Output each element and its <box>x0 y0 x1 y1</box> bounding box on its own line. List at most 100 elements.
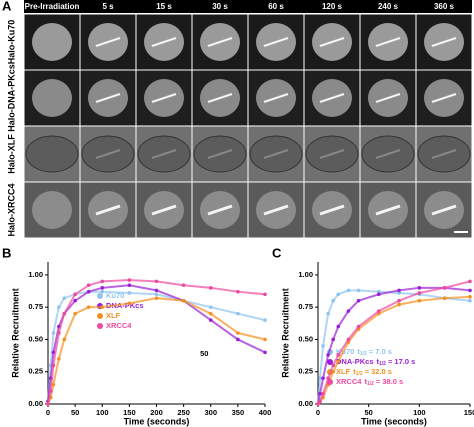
data-point <box>208 318 213 322</box>
data-point <box>62 311 67 316</box>
data-point <box>316 402 320 406</box>
y-tick-label: 1.00 <box>28 270 43 279</box>
data-point <box>417 298 422 303</box>
legend-marker <box>97 313 103 319</box>
legend-label: XLF t1/2 = 32.0 s <box>336 367 392 377</box>
data-point <box>397 291 401 295</box>
x-tick-label: 0 <box>316 408 320 417</box>
data-point <box>127 278 132 282</box>
y-tick-label: 0.00 <box>28 399 43 408</box>
data-point <box>46 402 50 406</box>
damage-stripe <box>95 149 121 159</box>
half-time-symbol: t <box>364 377 367 386</box>
damage-stripe <box>431 149 457 159</box>
data-point <box>331 363 336 368</box>
damage-stripe <box>263 37 289 47</box>
data-point <box>468 279 472 284</box>
y-tick-label: 0.50 <box>298 334 313 343</box>
y-axis-title: Relative Recruitment <box>10 288 20 378</box>
data-point <box>346 309 351 313</box>
damage-stripe <box>151 37 177 47</box>
data-point <box>127 301 132 306</box>
damage-stripe <box>375 93 401 103</box>
data-point <box>417 286 422 290</box>
data-point <box>181 283 186 288</box>
damage-stripe <box>319 93 345 103</box>
x-tick-label: 150 <box>123 408 136 417</box>
data-point <box>154 296 159 300</box>
half-time-value: = 7.0 s <box>369 347 392 356</box>
legend-marker <box>327 359 333 365</box>
data-point <box>331 337 336 342</box>
damage-stripe <box>263 149 289 159</box>
damage-stripe <box>263 204 289 216</box>
annotation: 50 <box>200 349 208 358</box>
damage-stripe <box>431 37 457 47</box>
data-point <box>442 296 447 300</box>
data-point <box>356 288 361 293</box>
half-time-subscript: 1/2 <box>367 381 374 387</box>
x-tick-label: 0 <box>46 408 50 417</box>
half-time-symbol: t <box>377 357 380 366</box>
half-time-subscript: 1/2 <box>379 361 386 367</box>
damage-stripe <box>151 149 177 159</box>
data-point <box>62 337 67 342</box>
y-tick-label: 0.75 <box>28 302 43 311</box>
data-point <box>377 309 381 313</box>
data-point <box>346 288 351 293</box>
damage-stripe <box>431 204 457 216</box>
x-tick-label: 300 <box>204 408 217 417</box>
nucleus <box>32 23 72 61</box>
y-tick-label: 0.25 <box>28 367 43 376</box>
x-axis-title: Time (seconds) <box>361 416 427 426</box>
data-point <box>208 305 213 309</box>
data-point <box>468 295 472 299</box>
damage-stripe <box>95 204 121 216</box>
data-point <box>236 337 240 342</box>
data-point <box>468 288 472 293</box>
legend-marker <box>97 293 103 299</box>
data-point <box>236 289 240 294</box>
legend-label: Ku70 t1/2 = 7.0 s <box>336 347 392 357</box>
half-time-subscript: 1/2 <box>360 351 367 357</box>
row-label: Halo-XLF <box>6 134 16 174</box>
y-tick-label: 0.00 <box>298 399 313 408</box>
row-label: Halo-DNA-PKcs <box>6 64 16 132</box>
data-point <box>73 292 77 297</box>
legend-label: DNA-PKcs t1/2 = 17.0 s <box>336 357 415 367</box>
legend-name: DNA-PKcs <box>336 357 374 366</box>
column-header: 240 s <box>378 2 399 11</box>
data-point <box>51 363 56 368</box>
data-point <box>397 302 401 307</box>
legend-label: DNA-PKcs <box>106 301 144 310</box>
data-point <box>321 344 325 348</box>
legend-name: XLF <box>106 311 121 320</box>
damage-stripe <box>319 149 345 159</box>
data-point <box>336 324 341 329</box>
half-time-value: = 32.0 s <box>365 367 392 376</box>
data-point <box>51 382 56 387</box>
data-point <box>62 296 67 300</box>
x-tick-label: 350 <box>232 408 245 417</box>
data-point <box>51 331 56 335</box>
x-tick-label: 50 <box>364 408 372 417</box>
damage-stripe <box>375 37 401 47</box>
data-point <box>86 283 91 288</box>
data-point <box>57 331 61 335</box>
data-point <box>263 350 267 355</box>
legend-name: XRCC4 <box>106 321 132 330</box>
data-point <box>468 298 472 303</box>
data-point <box>51 350 56 355</box>
x-tick-label: 200 <box>150 408 163 417</box>
data-point <box>127 291 132 295</box>
series-line <box>47 297 266 405</box>
x-tick-label: 50 <box>71 408 79 417</box>
data-point <box>397 288 401 293</box>
data-point <box>100 289 105 294</box>
y-tick-label: 0.50 <box>28 334 43 343</box>
damage-stripe <box>319 204 345 216</box>
row-label: Halo-XRCC4 <box>6 183 16 236</box>
data-point <box>263 318 267 322</box>
data-point <box>73 298 77 303</box>
damage-stripe <box>431 93 457 103</box>
